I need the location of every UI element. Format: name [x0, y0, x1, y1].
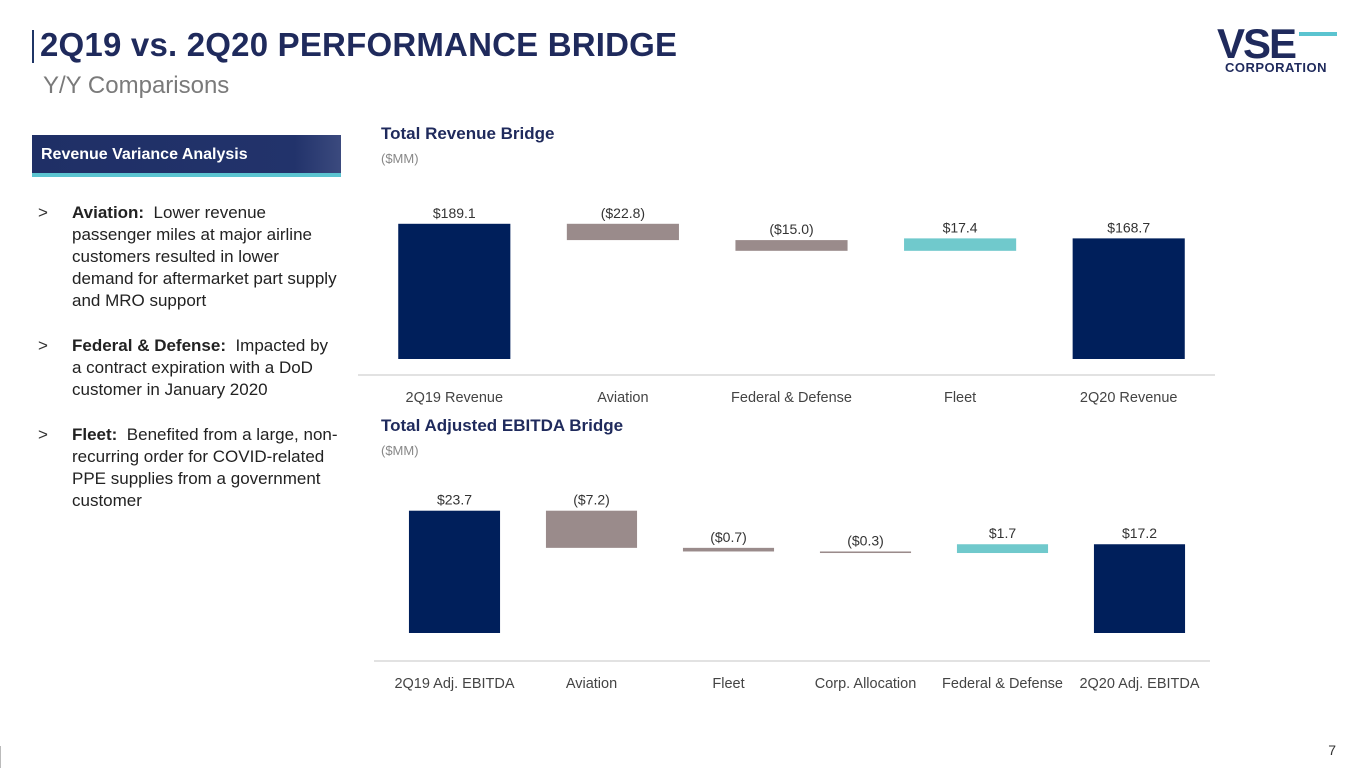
section-underline: [32, 173, 341, 177]
category-label: Aviation: [597, 390, 648, 406]
category-label: 2Q20 Adj. EBITDA: [1079, 676, 1199, 692]
bullet-list: > Aviation: Lower revenue passenger mile…: [38, 202, 338, 535]
bullet-fleet: > Fleet: Benefited from a large, non-rec…: [38, 424, 338, 512]
bar-federal-defense: [735, 240, 848, 251]
bar-fleet: [682, 547, 775, 552]
title-accent-bar: [32, 30, 34, 63]
category-label: Fleet: [944, 390, 976, 406]
page-title: 2Q19 vs. 2Q20 PERFORMANCE BRIDGE: [40, 26, 678, 63]
bar-aviation: [566, 223, 679, 241]
section-tab: Revenue Variance Analysis: [32, 135, 341, 173]
bar-federal-defense: [956, 544, 1049, 554]
ebitda-bridge-chart: $23.7 2Q19 Adj. EBITDA ($7.2) Aviation ($0.7…: [374, 492, 1210, 692]
category-label: Federal & Defense: [731, 390, 852, 406]
bullet-arrow-icon: >: [38, 336, 48, 355]
data-label: $17.4: [943, 219, 978, 235]
category-label: Aviation: [566, 676, 617, 692]
category-label: 2Q20 Revenue: [1080, 390, 1178, 406]
logo-sub-text: CORPORATION: [1225, 60, 1327, 75]
data-label: ($0.3): [847, 532, 884, 548]
bar-fleet: [904, 238, 1017, 251]
revenue-bridge-chart: $189.1 2Q19 Revenue ($22.8) Aviation ($15.0)…: [358, 205, 1215, 406]
data-label: $17.2: [1122, 525, 1157, 541]
bullet-text: Lower revenue passenger miles at major a…: [72, 203, 337, 310]
data-label: ($22.8): [601, 205, 645, 221]
bullet-label: Fleet:: [72, 425, 118, 444]
category-label: Fleet: [712, 676, 744, 692]
ebitda-chart-title: Total Adjusted EBITDA Bridge: [381, 416, 624, 435]
category-label: Federal & Defense: [942, 676, 1063, 692]
category-label: 2Q19 Adj. EBITDA: [394, 676, 514, 692]
revenue-chart-unit: ($MM): [381, 151, 419, 166]
company-logo: VSE CORPORATION: [1217, 20, 1337, 75]
data-label: ($7.2): [573, 492, 610, 508]
data-label: $1.7: [989, 525, 1016, 541]
bullet-aviation: > Aviation: Lower revenue passenger mile…: [38, 202, 338, 312]
data-label: $23.7: [437, 492, 472, 508]
bullet-text: Impacted by a contract expiration with a…: [72, 336, 329, 399]
bullet-arrow-icon: >: [38, 203, 48, 222]
bar-2q20-revenue: [1072, 238, 1185, 359]
bar-2q19-revenue: [398, 223, 511, 359]
data-label: $168.7: [1107, 219, 1150, 235]
data-label: ($0.7): [710, 529, 747, 545]
bullet-federal-defense: > Federal & Defense: Impacted by a contr…: [38, 335, 338, 401]
bullet-text: Benefited from a large, non-recurring or…: [72, 425, 338, 510]
bullet-label: Federal & Defense:: [72, 336, 226, 355]
bar-2q19-adj-ebitda: [408, 510, 501, 633]
revenue-chart-title: Total Revenue Bridge: [381, 124, 555, 143]
corner-mark: [0, 746, 1, 768]
bar-corp-allocation: [819, 551, 912, 554]
bullet-arrow-icon: >: [38, 425, 48, 444]
page-subtitle: Y/Y Comparisons: [43, 72, 230, 99]
category-label: Corp. Allocation: [815, 676, 917, 692]
page-number: 7: [1328, 742, 1336, 758]
bar-aviation: [545, 510, 638, 548]
bar-2q20-adj-ebitda: [1093, 544, 1186, 633]
logo-accent-stripe: [1299, 32, 1337, 36]
data-label: ($15.0): [769, 221, 813, 237]
category-label: 2Q19 Revenue: [406, 390, 504, 406]
bullet-label: Aviation:: [72, 203, 145, 222]
logo-main-text: VSE: [1217, 20, 1296, 67]
ebitda-chart-unit: ($MM): [381, 443, 419, 458]
data-label: $189.1: [433, 205, 476, 221]
